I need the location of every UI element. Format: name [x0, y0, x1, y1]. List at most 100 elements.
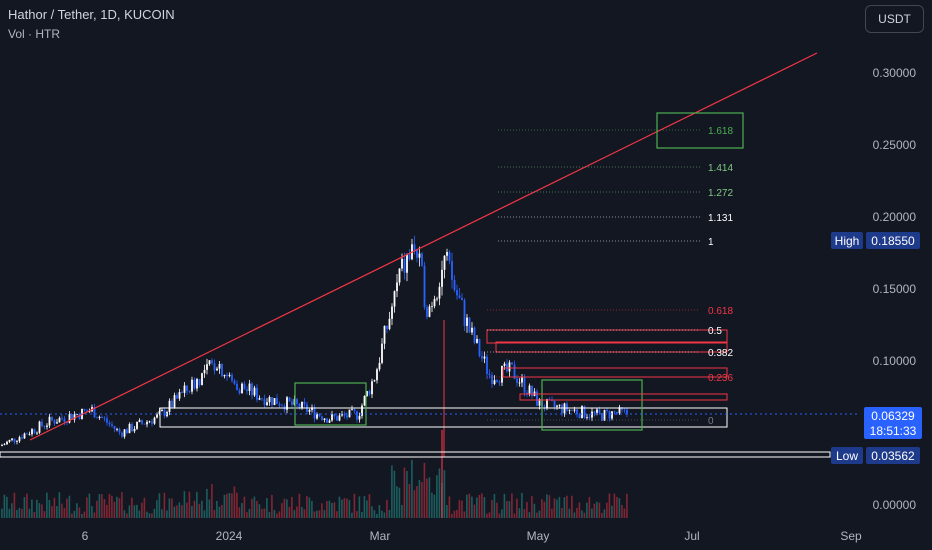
fib-label: 0.618 [708, 306, 733, 317]
volume-bar [198, 503, 201, 518]
candle-body [171, 400, 173, 408]
candle-body [183, 385, 186, 393]
candle-body [328, 420, 331, 423]
support-zone-box[interactable] [159, 407, 728, 428]
volume-bar [298, 493, 301, 518]
candle-body [336, 416, 338, 421]
volume-bar [246, 512, 248, 518]
high-value-bg [866, 232, 920, 249]
volume-bar [66, 498, 68, 518]
resistance-box-1[interactable] [486, 329, 728, 344]
candle-body [18, 437, 21, 442]
volume-bar [171, 498, 173, 518]
volume-bar [126, 513, 128, 518]
accumulation-box-1[interactable] [294, 382, 367, 426]
candle-body [473, 327, 476, 343]
volume-bar [511, 493, 513, 518]
candle-body [511, 362, 513, 365]
accumulation-box-2[interactable] [541, 379, 643, 431]
candle-body [598, 409, 601, 414]
resistance-box-4[interactable] [519, 393, 728, 401]
target-box[interactable] [656, 112, 744, 149]
volume-bar [386, 499, 388, 518]
volume-bar [523, 509, 526, 518]
candle-body [153, 417, 156, 424]
candle-body [451, 261, 453, 280]
volume-bar [208, 499, 211, 518]
volume-bar [613, 493, 616, 518]
volume-bar [223, 494, 226, 518]
currency-button[interactable]: USDT [865, 5, 924, 33]
candle-body [8, 439, 11, 442]
x-tick-label: Sep [840, 529, 862, 543]
candle-body [291, 401, 293, 405]
candle-body [421, 253, 423, 266]
candle-body [106, 418, 108, 423]
resistance-box-3[interactable] [502, 367, 728, 378]
resistance-box-2[interactable] [495, 341, 728, 353]
volume-bar [268, 511, 271, 518]
candle-body [118, 428, 121, 433]
candle-body [486, 356, 488, 375]
candle-body [231, 374, 233, 381]
volume-bar [418, 479, 421, 518]
volume-bar [291, 497, 293, 518]
volume-indicator-label[interactable]: Vol · HTR [8, 27, 61, 41]
volume-bar [71, 513, 73, 518]
candle-body [186, 385, 188, 391]
volume-bar [253, 496, 256, 518]
candle-body [221, 363, 223, 377]
volume-bar [301, 507, 303, 518]
low-zone-box[interactable] [0, 451, 831, 458]
candle-body [253, 387, 256, 396]
candle-body [578, 414, 581, 419]
volume-bar [348, 499, 351, 518]
y-tick-label: 0.20000 [873, 210, 917, 224]
volume-bar [546, 494, 548, 518]
candle-body [443, 255, 446, 270]
candle-body [316, 414, 318, 419]
candle-body [568, 409, 571, 411]
trendline[interactable] [29, 52, 818, 441]
volume-bar [266, 498, 268, 518]
candle-body [313, 407, 316, 419]
volume-bar [183, 491, 186, 518]
volume-bar [606, 502, 608, 518]
volume-bar [356, 511, 358, 518]
candle-body [616, 411, 618, 414]
volume-bar [553, 498, 556, 518]
candle-body [478, 338, 481, 356]
candle-body [438, 286, 441, 299]
volume-bar [351, 512, 353, 518]
candle-body [508, 362, 511, 372]
candle-body [623, 409, 626, 411]
volume-bar [211, 484, 213, 518]
volume-bar [263, 508, 266, 518]
volume-bar [528, 512, 531, 518]
candle-body [561, 404, 563, 414]
candle-body [151, 421, 153, 424]
volume-bar [376, 513, 378, 518]
candle-body [256, 387, 258, 400]
volume-bar [33, 512, 36, 518]
candle-body [216, 368, 218, 371]
candle-body [71, 414, 73, 420]
candle-body [78, 414, 81, 419]
volume-bar [296, 506, 298, 518]
volume-bar [238, 507, 241, 518]
candle-body [491, 375, 493, 385]
fib-label: 0.5 [708, 326, 722, 337]
candle-body [403, 258, 406, 273]
volume-bar [181, 505, 183, 518]
candle-body [498, 381, 501, 383]
volume-bar [248, 508, 251, 518]
volume-bar [366, 500, 368, 518]
volume-bar [521, 492, 523, 518]
candle-body [348, 409, 351, 418]
candle-body [211, 360, 213, 364]
volume-bar [6, 496, 8, 518]
volume-bar [433, 494, 436, 518]
volume-bar [391, 465, 393, 518]
candle-body [596, 409, 598, 413]
